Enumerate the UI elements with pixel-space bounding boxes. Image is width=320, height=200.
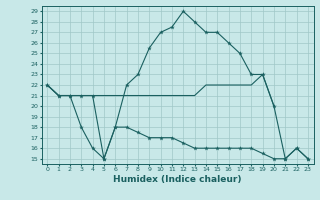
X-axis label: Humidex (Indice chaleur): Humidex (Indice chaleur) — [113, 175, 242, 184]
